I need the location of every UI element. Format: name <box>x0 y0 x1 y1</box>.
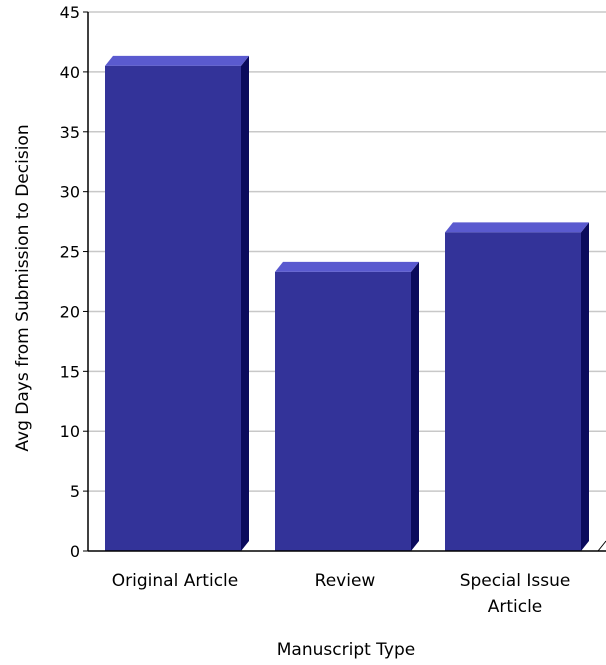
y-axis-title: Avg Days from Submission to Decision <box>13 124 33 451</box>
x-tick-label: Article <box>488 597 543 617</box>
y-tick-labels: 0 5 10 15 20 25 30 35 40 45 <box>60 3 80 561</box>
y-tick-label: 20 <box>60 302 80 321</box>
y-tick-label: 5 <box>70 482 80 501</box>
bar <box>275 271 411 551</box>
x-axis-title: Manuscript Type <box>277 640 415 660</box>
bar-top <box>105 55 249 66</box>
y-tick-label: 0 <box>70 542 80 561</box>
bar <box>445 232 581 551</box>
y-tick-label: 10 <box>60 422 80 441</box>
y-tick-label: 15 <box>60 362 80 381</box>
bar <box>105 65 241 552</box>
y-tick-label: 40 <box>60 63 80 82</box>
bar-side <box>241 55 249 552</box>
y-tick-label: 35 <box>60 123 80 142</box>
x-tick-label: Review <box>315 571 376 591</box>
bar-top <box>275 261 419 272</box>
x-tick-label: Original Article <box>112 571 238 591</box>
bar-top <box>445 222 589 233</box>
x-tick-label: Special Issue <box>460 571 571 591</box>
x-axis-depth-edge <box>597 540 606 552</box>
bar-side <box>411 261 419 551</box>
y-tick-label: 25 <box>60 243 80 262</box>
bars <box>105 55 589 552</box>
y-tick-label: 30 <box>60 183 80 202</box>
x-category-labels: Original Article Review Special Issue Artic… <box>112 571 571 617</box>
y-tick-label: 45 <box>60 3 80 22</box>
axes <box>83 11 606 552</box>
bar-side <box>581 222 589 551</box>
